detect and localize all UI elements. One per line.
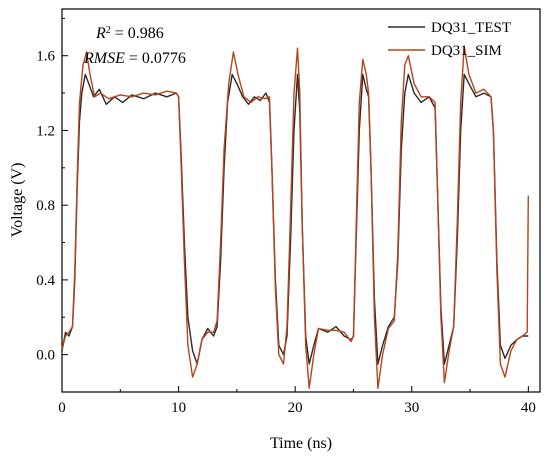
rmse-symbol: RMSE (83, 50, 125, 67)
x-tick-label: 40 (521, 400, 536, 416)
rmse-value: = 0.0776 (125, 50, 186, 67)
series-line-dq31-sim (61, 45, 529, 389)
y-tick-label: 1.2 (36, 123, 55, 139)
series-line-dq31-test (61, 73, 529, 365)
r-squared-sup: 2 (106, 25, 111, 36)
y-tick-label: 0.4 (36, 273, 55, 289)
legend: DQ31_TEST DQ31_SIM (388, 20, 511, 59)
r-squared-value: = 0.986 (111, 25, 164, 42)
series-layer (61, 45, 529, 389)
y-tick-label: 1.6 (36, 49, 55, 65)
r-squared-annotation: R2 = 0.986 (95, 25, 164, 43)
plot-frame (61, 8, 541, 393)
x-tick-label: 10 (171, 400, 186, 416)
x-tick-label: 30 (404, 400, 419, 416)
legend-label-test: DQ31_TEST (431, 20, 511, 36)
x-tick-label: 0 (58, 400, 66, 416)
x-tick-label: 20 (288, 400, 303, 416)
r-squared-symbol: R (95, 25, 106, 42)
rmse-annotation: RMSE = 0.0776 (83, 50, 186, 67)
y-tick-label: 0.8 (36, 198, 55, 214)
legend-label-sim: DQ31_SIM (431, 43, 502, 59)
y-axis-title: Voltage (V) (9, 163, 26, 238)
ticks-layer: 0 10 20 30 40 0.0 0.4 0.8 1.2 1.6 (36, 17, 536, 416)
y-tick-label: 0.0 (36, 348, 55, 364)
x-axis-title: Time (ns) (270, 435, 332, 452)
